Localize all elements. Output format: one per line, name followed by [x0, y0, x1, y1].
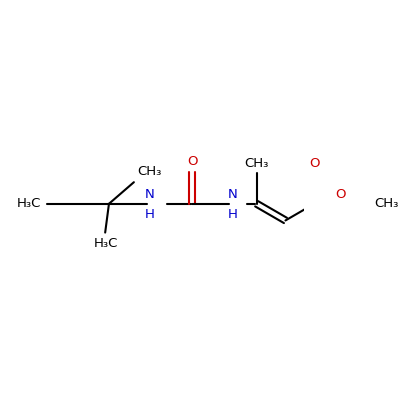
Text: H₃C: H₃C: [94, 237, 118, 250]
Text: O: O: [187, 155, 198, 168]
Text: CH₃: CH₃: [137, 165, 161, 178]
Text: N: N: [228, 188, 237, 201]
Text: CH₃: CH₃: [244, 157, 269, 170]
Text: O: O: [309, 157, 320, 170]
Text: N: N: [145, 188, 155, 201]
Text: H: H: [228, 208, 237, 221]
Text: H₃C: H₃C: [16, 197, 41, 210]
Text: H: H: [145, 208, 155, 221]
Text: CH₃: CH₃: [374, 197, 398, 210]
Text: O: O: [336, 188, 346, 201]
